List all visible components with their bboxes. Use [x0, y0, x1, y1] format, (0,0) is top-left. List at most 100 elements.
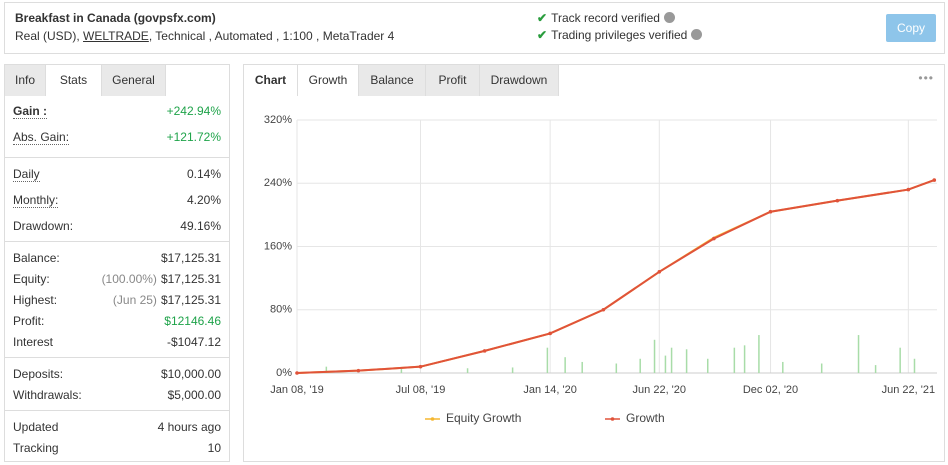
stat-label: Equity:: [13, 272, 50, 286]
y-tick-label: 240%: [264, 177, 292, 189]
stat-number: 10: [207, 441, 221, 455]
stat-value: $17,125.31: [161, 248, 221, 268]
point: [932, 178, 937, 182]
title: Breakfast in Canada (govpsfx.com): [15, 11, 216, 25]
point: [482, 349, 487, 353]
stat-row: Equity: (100.00%) $17,125.31: [13, 269, 221, 289]
stat-value: 4 hours ago: [158, 417, 221, 437]
stat-number: 4.20%: [186, 193, 221, 207]
stat-note: (100.00%): [101, 272, 157, 286]
stat-value: $10,000.00: [161, 364, 221, 384]
stat-number: $10,000.00: [160, 367, 221, 381]
verified-item: ✔ Track record verified: [537, 11, 675, 25]
point: [768, 209, 773, 214]
legend-label: Growth: [626, 411, 665, 425]
subtitle: Real (USD), WELTRADE, Technical , Automa…: [15, 29, 394, 43]
separator: [5, 410, 229, 411]
bar: [639, 358, 641, 373]
stat-number: +121.72%: [166, 130, 221, 144]
stat-row: Balance: $17,125.31: [13, 248, 221, 268]
stat-value: $5,000.00: [168, 385, 221, 405]
bar: [733, 347, 736, 373]
series-line: [296, 179, 935, 374]
bar: [400, 369, 403, 373]
stat-note: (Jun 25): [112, 293, 157, 307]
bar: [899, 347, 901, 373]
bar: [653, 339, 656, 373]
stat-number: $17,125.31: [160, 272, 221, 286]
tab[interactable]: Profit: [426, 65, 480, 96]
stat-number: $17,125.31: [160, 293, 221, 307]
stat-label: Daily: [13, 167, 40, 182]
broker-link[interactable]: WELTRADE: [83, 29, 149, 43]
stat-row: Gain : +242.94%: [13, 101, 221, 121]
stat-value: 0.14%: [187, 164, 221, 184]
tab[interactable]: Growth: [298, 65, 359, 96]
y-tick-label: 160%: [264, 240, 292, 252]
verified-item: ✔ Trading privileges verified: [537, 28, 703, 42]
point: [356, 368, 361, 373]
info-icon: [691, 29, 703, 40]
stat-row: Abs. Gain: +121.72%: [13, 127, 221, 147]
stat-label: Withdrawals:: [13, 388, 82, 402]
separator: [5, 157, 229, 158]
stat-value: -$1047.12: [167, 332, 221, 352]
y-tick-label: 320%: [264, 114, 292, 126]
x-tick-label: Jul 08, '19: [396, 384, 446, 396]
stat-label: Updated: [13, 420, 59, 434]
stat-row: Deposits: $10,000.00: [13, 364, 221, 384]
stat-value: $12146.46: [164, 311, 221, 331]
legend-label: Equity Growth: [446, 411, 521, 425]
legend-dot: [610, 417, 615, 421]
stats-panel: Info Stats General Gain : +242.94% Abs. Gain…: [4, 64, 230, 462]
stat-number: 49.16%: [180, 219, 221, 233]
stat-row: Drawdown: 49.16%: [13, 216, 221, 236]
point: [601, 307, 606, 312]
x-tick-label: Jun 22, '21: [882, 384, 935, 396]
stat-label: Balance:: [13, 251, 60, 265]
stat-label: Deposits:: [13, 367, 64, 381]
x-tick-label: Jan 08, '19: [270, 384, 323, 396]
point: [657, 270, 662, 274]
point: [548, 331, 552, 336]
x-tick-label: Dec 02, '20: [743, 384, 798, 396]
tab[interactable]: Balance: [359, 65, 426, 96]
stat-number: -$1047.12: [166, 335, 221, 349]
stat-row: Updated 4 hours ago: [13, 417, 221, 437]
bar: [466, 368, 469, 373]
tab[interactable]: General: [102, 65, 166, 96]
stat-number: $12146.46: [164, 314, 221, 328]
bar: [511, 367, 514, 373]
bar: [782, 361, 784, 373]
stat-row: Monthly: 4.20%: [13, 190, 221, 210]
point: [418, 364, 423, 369]
stat-value: (Jun 25) $17,125.31: [113, 290, 221, 310]
info-icon: [663, 12, 675, 23]
stat-label: Tracking: [13, 441, 59, 455]
bar: [325, 366, 328, 373]
point: [835, 198, 840, 203]
tab[interactable]: Drawdown: [480, 65, 559, 96]
tab[interactable]: Stats: [46, 65, 102, 96]
copy-button[interactable]: Copy: [886, 14, 936, 42]
series-line: [296, 179, 935, 374]
y-tick-label: 0%: [276, 367, 292, 379]
stat-number: 4 hours ago: [157, 420, 221, 434]
stat-label: Interest: [13, 335, 54, 349]
bar: [546, 347, 549, 373]
stat-label: Abs. Gain:: [13, 130, 70, 145]
stat-label: Monthly:: [13, 193, 59, 208]
check-icon: ✔: [537, 11, 548, 25]
bar: [857, 335, 860, 373]
stat-number: $5,000.00: [167, 388, 221, 402]
bar: [685, 349, 688, 373]
menu[interactable]: •••: [918, 71, 934, 85]
stat-row: Highest: (Jun 25) $17,125.31: [13, 290, 221, 310]
tab[interactable]: Info: [5, 65, 46, 96]
stat-label: Gain :: [13, 104, 48, 119]
bar: [615, 363, 618, 373]
account: Real (USD),: [15, 29, 80, 43]
bar: [564, 357, 566, 373]
